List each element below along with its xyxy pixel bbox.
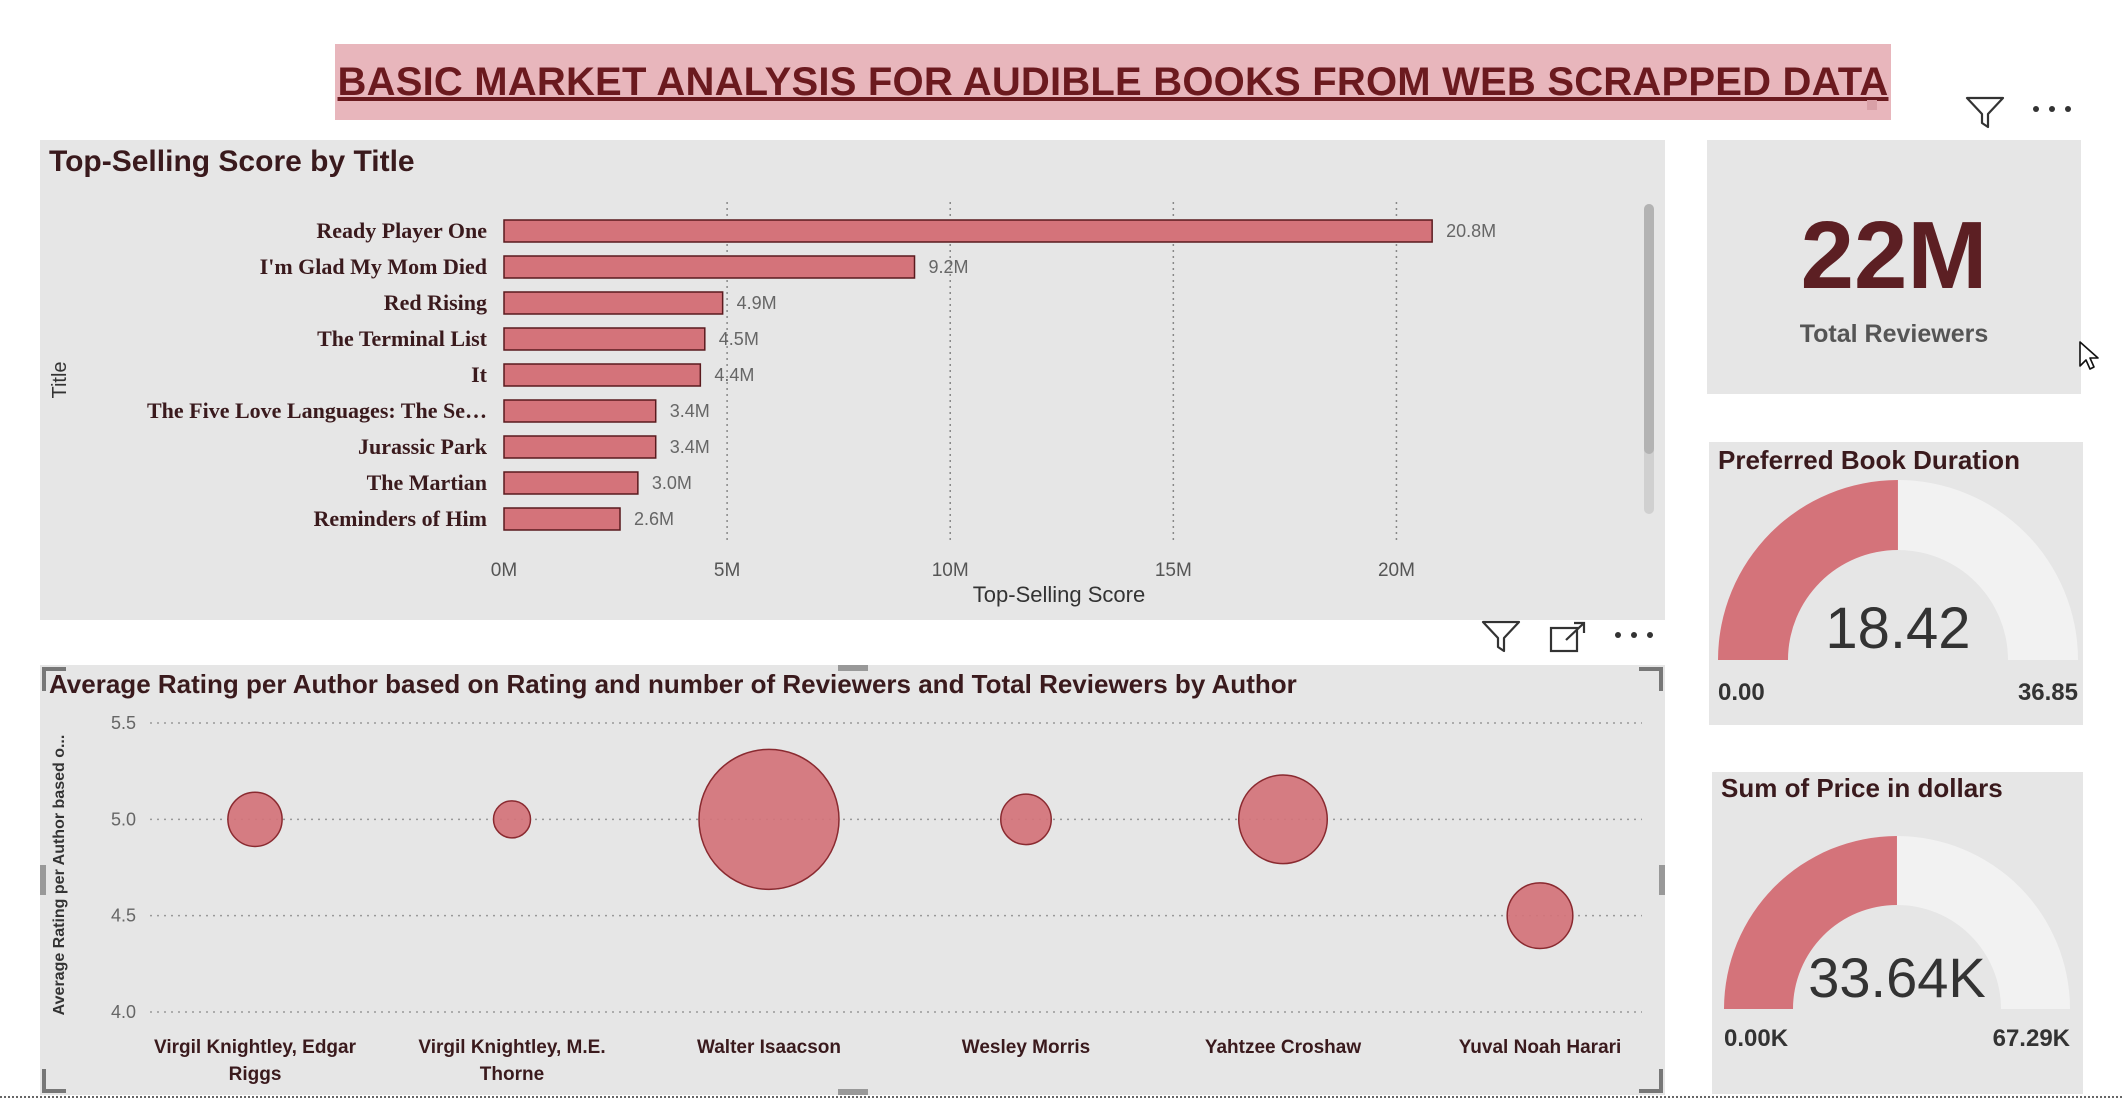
bar-category-label: It: [471, 362, 488, 387]
kpi-label: Total Reviewers: [1799, 320, 1989, 348]
bar: [503, 399, 657, 423]
bubble-x-category-label: Virgil Knightley, M.E.: [418, 1037, 605, 1058]
bar-category-label: Reminders of Him: [313, 506, 487, 531]
bar: [503, 435, 657, 459]
more-options-icon[interactable]: [2030, 102, 2074, 116]
selection-edge-handle: [40, 865, 46, 895]
bubble-y-tick-label: 4.0: [111, 1002, 136, 1022]
duration-gauge: 18.42 0.00 36.85: [1718, 479, 2078, 706]
duration-gauge-title: Preferred Book Duration: [1718, 445, 2020, 475]
kpi-value: 22M: [1800, 202, 1988, 309]
bar-data-label: 20.8M: [1446, 221, 1496, 241]
bar-x-tick-label: 0M: [491, 560, 517, 581]
bar-chart-title: Top-Selling Score by Title: [49, 145, 415, 178]
bar: [503, 363, 702, 387]
gauge-min-label: 0.00: [1718, 679, 1765, 706]
bubble: [698, 748, 840, 891]
bar-data-label: 4.5M: [719, 329, 759, 349]
bar-data-label: 3.0M: [652, 473, 692, 493]
bubble-y-tick-label: 4.5: [111, 906, 136, 926]
banner-resize-handle[interactable]: [1867, 100, 1877, 110]
bar-y-axis-label: Title: [49, 361, 71, 398]
selection-edge-handle: [838, 1089, 868, 1095]
bar-category-label: I'm Glad My Mom Died: [260, 254, 487, 279]
bar: [503, 327, 706, 351]
price-gauge: 33.64K 0.00K 67.29K: [1724, 836, 2071, 1052]
gauge-max-label: 67.29K: [1993, 1025, 2071, 1052]
bubble-chart-title: Average Rating per Author based on Ratin…: [49, 669, 1297, 699]
bubble-more-options-icon[interactable]: [1612, 628, 1656, 642]
bar-data-label: 3.4M: [670, 437, 710, 457]
top-selling-bar-chart-panel[interactable]: Top-Selling Score by Title 0M 5M 10M 15M 20M…: [40, 140, 1665, 620]
selection-corner-handle: [1639, 1069, 1663, 1093]
bubble-filter-icon[interactable]: [1480, 618, 1522, 654]
bubble-x-category-label: Yuval Noah Harari: [1459, 1037, 1622, 1058]
selection-edge-handle: [838, 665, 868, 671]
bar-category-label: The Martian: [367, 470, 487, 495]
bar-x-tick-label: 15M: [1155, 560, 1192, 581]
bar-chart-svg: 0M 5M 10M 15M 20M Ready Player One 20.8M I'm Gl…: [49, 202, 1496, 607]
bar-chart-scrollbar-thumb[interactable]: [1644, 204, 1654, 454]
focus-mode-icon[interactable]: [1548, 620, 1588, 654]
bubble-x-category-label: Wesley Morris: [962, 1037, 1090, 1058]
bar: [503, 471, 639, 495]
dashboard-title: BASIC MARKET ANALYSIS FOR AUDIBLE BOOKS …: [337, 59, 1889, 104]
bar-data-label: 3.4M: [670, 401, 710, 421]
bar-x-tick-label: 20M: [1378, 560, 1415, 581]
bubble: [227, 791, 283, 848]
gauge-min-label: 0.00K: [1724, 1025, 1789, 1052]
author-rating-bubble-chart-panel[interactable]: Average Rating per Author based on Ratin…: [40, 665, 1665, 1095]
duration-gauge-card[interactable]: Preferred Book Duration 18.42 0.00 36.85: [1709, 442, 2083, 725]
bubble: [492, 800, 532, 839]
bubble-x-category-label: Walter Isaacson: [697, 1037, 841, 1058]
gauge-value: 18.42: [1825, 596, 1970, 661]
bubble-y-axis-label: Average Rating per Author based o...: [51, 735, 68, 1016]
bar: [503, 507, 621, 531]
bar-data-label: 9.2M: [929, 257, 969, 277]
title-banner: BASIC MARKET ANALYSIS FOR AUDIBLE BOOKS …: [335, 44, 1891, 120]
selection-corner-handle: [42, 667, 66, 691]
selection-corner-handle: [42, 1069, 66, 1093]
bubble: [1000, 793, 1052, 846]
bar-category-label: The Terminal List: [317, 326, 488, 351]
bubble-x-category-label: Thorne: [480, 1064, 544, 1085]
bubble-x-category-label: Virgil Knightley, Edgar: [154, 1037, 357, 1058]
price-gauge-card[interactable]: Sum of Price in dollars 33.64K 0.00K 67.29…: [1712, 772, 2083, 1094]
bar-data-label: 4.4M: [714, 365, 754, 385]
gauge-fill: [1724, 836, 1897, 1009]
bubble: [1237, 774, 1329, 865]
gauge-max-label: 36.85: [2018, 679, 2078, 706]
filter-icon[interactable]: [1964, 94, 2006, 130]
selection-edge-handle: [1659, 865, 1665, 895]
total-reviewers-card[interactable]: 22M Total Reviewers: [1707, 140, 2081, 394]
bar-category-label: The Five Love Languages: The Se…: [147, 398, 487, 423]
price-gauge-title: Sum of Price in dollars: [1721, 773, 2003, 803]
bar: [503, 291, 724, 315]
bubble-x-category-label: Riggs: [229, 1064, 282, 1085]
bar-data-label: 2.6M: [634, 509, 674, 529]
bubble-y-tick-label: 5.0: [111, 809, 136, 829]
mouse-cursor-icon: [2079, 341, 2099, 370]
page-bottom-divider: [0, 1096, 2122, 1098]
bubble-y-tick-label: 5.5: [111, 713, 136, 733]
bubble: [1506, 882, 1574, 950]
bar: [503, 219, 1433, 243]
bar-category-label: Jurassic Park: [358, 434, 488, 459]
gauge-value: 33.64K: [1808, 946, 1986, 1009]
bar-x-axis-label: Top-Selling Score: [973, 582, 1145, 607]
bar-chart-scrollbar[interactable]: [1644, 204, 1654, 514]
bubble-x-category-label: Yahtzee Croshaw: [1205, 1037, 1361, 1058]
bar-data-label: 4.9M: [737, 293, 777, 313]
bubble-chart-svg: 4.0 4.5 5.0 5.5 Virgil Knightley, Edgar Riggs…: [40, 665, 1665, 1095]
bar: [503, 255, 916, 279]
bar-x-tick-label: 5M: [714, 560, 740, 581]
selection-corner-handle: [1639, 667, 1663, 691]
gauge-fill: [1718, 480, 1898, 660]
bar-x-tick-label: 10M: [932, 560, 969, 581]
bar-category-label: Red Rising: [384, 290, 487, 315]
bar-category-label: Ready Player One: [316, 218, 487, 243]
